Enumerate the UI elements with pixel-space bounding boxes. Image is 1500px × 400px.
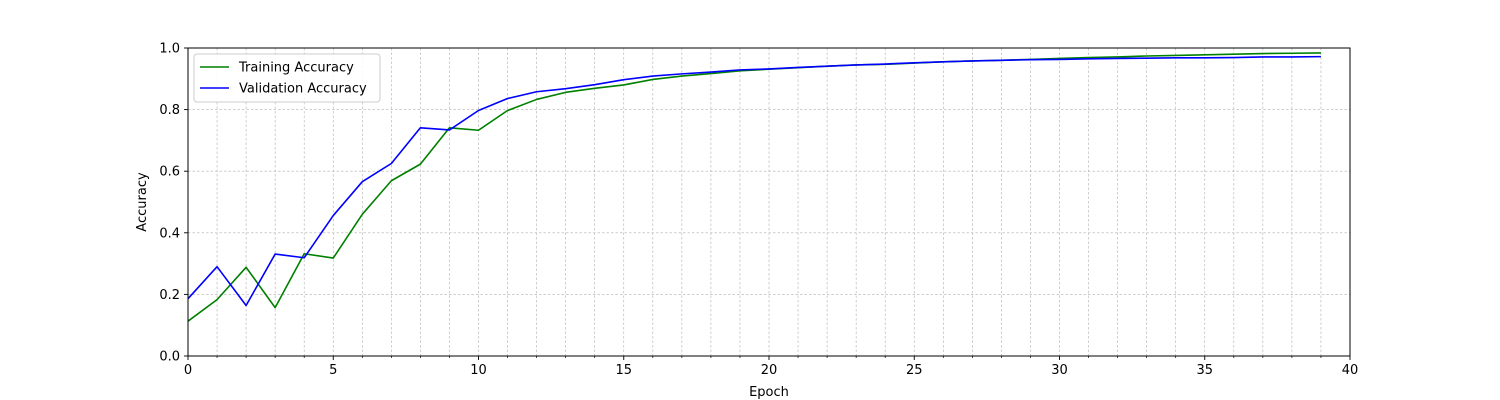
legend-box [193,53,381,103]
y-axis-label: Accuracy [135,172,150,232]
x-tick-label: 15 [615,363,632,378]
y-tick-label: 0.8 [159,103,180,118]
x-tick-label: 0 [184,363,192,378]
y-tick-label: 1.0 [159,42,180,57]
x-tick-label: 40 [1342,363,1359,378]
y-tick-label: 0.2 [159,288,180,303]
x-tick-label: 5 [329,363,337,378]
x-tick-label: 25 [906,363,923,378]
x-tick-label: 30 [1051,363,1068,378]
x-tick-label: 20 [761,363,778,378]
y-tick-label: 0.0 [159,350,180,365]
x-tick-label: 35 [1196,363,1213,378]
y-tick-label: 0.4 [159,226,180,241]
axis-ticks: 0 5 10 15 20 25 30 35 40 0.0 0.2 0.4 0.6 0.8 1.0 [159,42,1358,379]
legend-label: Validation Accuracy [239,82,367,97]
x-axis-label: Epoch [749,385,789,400]
y-tick-label: 0.6 [159,165,180,180]
legend: Training Accuracy Validation Accuracy [193,53,381,103]
x-tick-label: 10 [470,363,487,378]
legend-label: Training Accuracy [238,61,354,76]
series-line-validation-accuracy [187,55,1321,307]
series-lines [187,52,1321,322]
